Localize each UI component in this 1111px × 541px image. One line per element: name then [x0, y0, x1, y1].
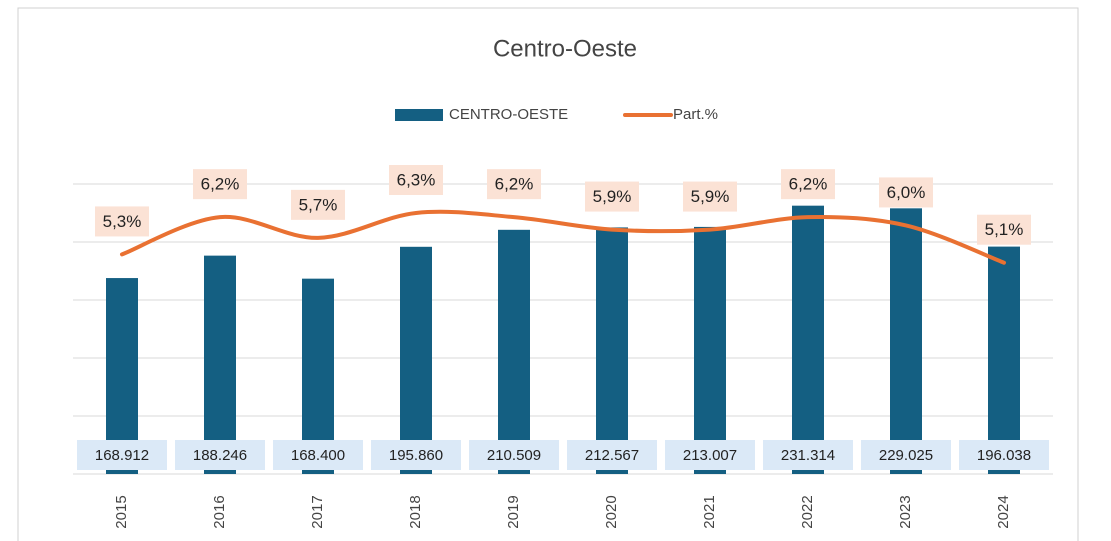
data-label: 6,0% [887, 183, 926, 202]
data-label: 6,2% [201, 175, 240, 194]
data-label: 231.314 [781, 447, 835, 464]
bar [204, 255, 236, 474]
data-label-box [781, 169, 835, 200]
data-label-box [371, 440, 461, 470]
data-label: 168.912 [95, 447, 149, 464]
x-tick-label: 2018 [407, 495, 424, 528]
data-label-box [861, 440, 951, 470]
data-label: 6,3% [397, 170, 436, 189]
data-label: 168.400 [291, 447, 345, 464]
data-label-box [77, 440, 167, 470]
x-tick-label: 2015 [113, 495, 130, 528]
data-label-box [879, 177, 933, 208]
data-label-box [977, 214, 1031, 245]
x-tick-label: 2023 [897, 495, 914, 528]
x-tick-label: 2016 [211, 495, 228, 528]
data-label: 5,9% [593, 187, 632, 206]
data-label: 5,9% [691, 187, 730, 206]
bar [988, 246, 1020, 474]
x-tick-label: 2020 [603, 495, 620, 528]
data-label-box [959, 440, 1049, 470]
line [120, 209, 1006, 265]
data-label: 6,2% [789, 175, 828, 194]
data-label-box [567, 440, 657, 470]
bar [596, 227, 628, 474]
data-label-box [469, 440, 559, 470]
data-label: 5,7% [299, 195, 338, 214]
bar [498, 229, 530, 474]
data-label: 229.025 [879, 447, 933, 464]
data-label-box [487, 169, 541, 200]
data-label-box [683, 181, 737, 212]
data-label: 188.246 [193, 447, 247, 464]
data-label-box [763, 440, 853, 470]
data-label-box [175, 440, 265, 470]
bar [400, 246, 432, 474]
data-label-box [389, 165, 443, 195]
data-label: 210.509 [487, 447, 541, 464]
data-label-box [273, 440, 363, 470]
legend-label: Part.% [673, 106, 718, 123]
data-label: 5,3% [103, 212, 142, 231]
x-tick-label: 2022 [799, 495, 816, 528]
bar [792, 205, 824, 474]
data-label: 195.860 [389, 447, 443, 464]
data-label: 212.567 [585, 447, 639, 464]
bar [694, 226, 726, 474]
bar [890, 208, 922, 474]
data-label-box [193, 169, 247, 200]
data-label-box [665, 440, 755, 470]
data-label-box [291, 189, 345, 220]
legend-swatch [395, 109, 443, 121]
x-tick-label: 2017 [309, 495, 326, 528]
data-label: 5,1% [985, 220, 1024, 239]
x-tick-label: 2024 [995, 495, 1012, 528]
data-label-box [95, 206, 149, 237]
data-label: 196.038 [977, 447, 1031, 464]
legend-label: CENTRO-OESTE [449, 106, 568, 123]
data-label-box [585, 181, 639, 212]
x-tick-label: 2019 [505, 495, 522, 528]
data-label: 6,2% [495, 175, 534, 194]
data-label: 213.007 [683, 447, 737, 464]
chart-title: Centro-Oeste [493, 35, 637, 62]
x-tick-label: 2021 [701, 495, 718, 528]
